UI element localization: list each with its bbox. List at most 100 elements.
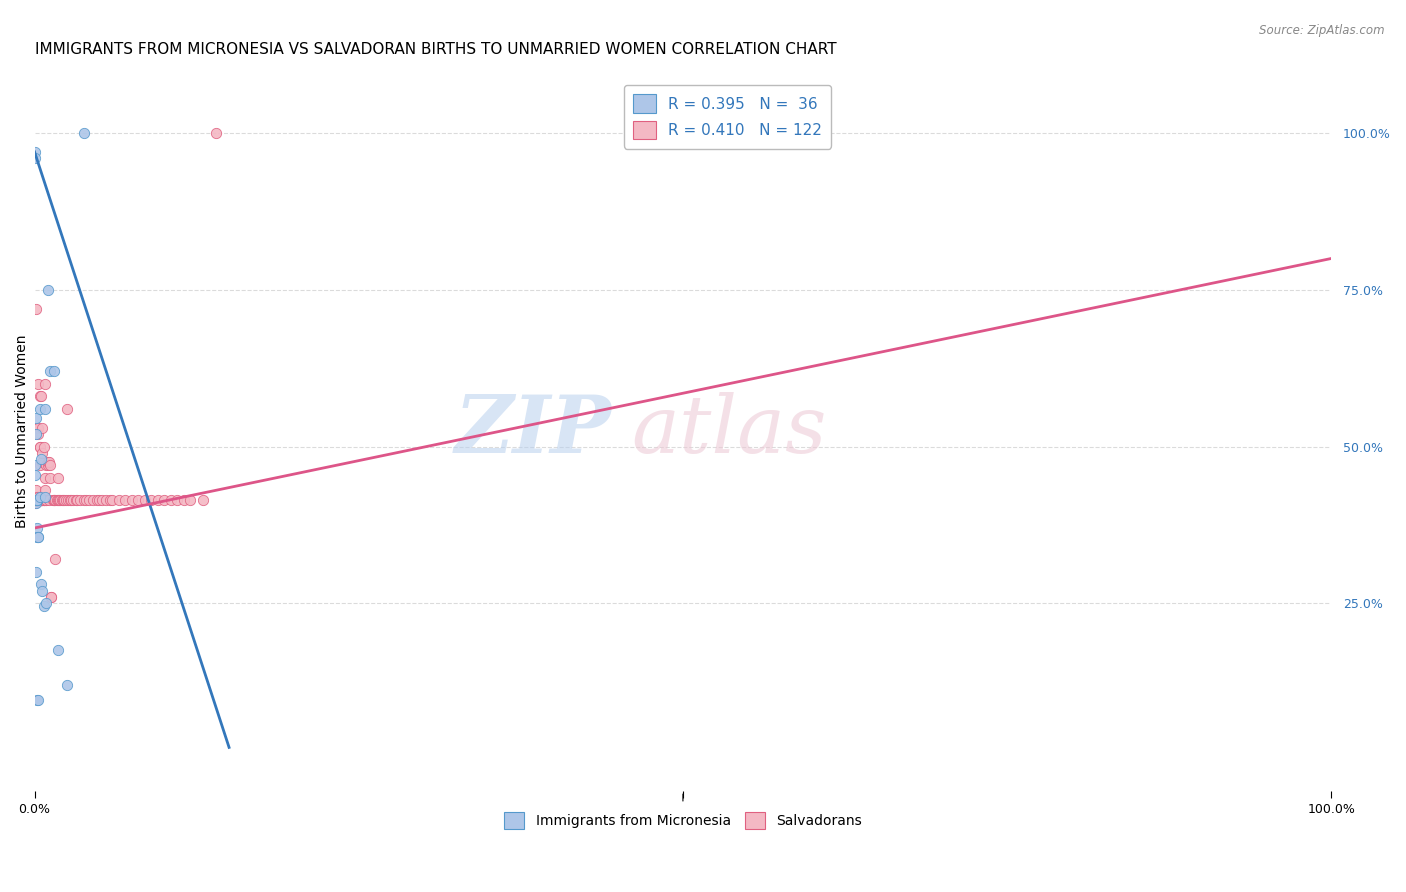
Point (141, 492, 163, 507)
Point (24, 411, 46, 425)
Point (62, 492, 84, 507)
Point (56, 401, 79, 416)
Point (25, 492, 48, 507)
Point (27, 427, 49, 442)
Point (58, 492, 80, 507)
Point (46, 643, 69, 657)
Point (25, 492, 48, 507)
Point (34, 483, 56, 498)
Point (28, 490, 51, 504)
Point (24, 492, 46, 507)
Point (30, 452, 52, 467)
Point (41, 590, 63, 604)
Point (31, 446, 53, 460)
Point (24, 492, 46, 507)
Point (159, 492, 181, 507)
Point (114, 492, 136, 507)
Legend: Immigrants from Micronesia, Salvadorans: Immigrants from Micronesia, Salvadorans (498, 806, 868, 835)
Point (121, 492, 143, 507)
Point (27, 693, 49, 707)
Point (27, 530, 49, 544)
Point (28, 389, 51, 403)
Point (45, 492, 67, 507)
Point (24, 565, 46, 579)
Point (44, 552, 66, 566)
Point (25, 492, 48, 507)
Point (42, 492, 65, 507)
Point (65, 492, 87, 507)
Point (24, 458, 46, 473)
Text: ZIP: ZIP (454, 392, 612, 469)
Point (35, 458, 58, 473)
Point (25, 492, 48, 507)
Point (39, 364, 62, 378)
Point (31, 420, 53, 434)
Point (25, 420, 48, 434)
Point (24, 492, 46, 507)
Point (69, 492, 91, 507)
Point (28, 440, 51, 454)
Point (77, 492, 100, 507)
Point (32, 492, 55, 507)
Point (24, 496, 46, 510)
Point (146, 492, 169, 507)
Point (28, 458, 51, 473)
Point (24, 483, 46, 498)
Point (27, 492, 49, 507)
Point (73, 492, 96, 507)
Point (86, 492, 108, 507)
Point (25, 492, 48, 507)
Point (24, 492, 46, 507)
Point (52, 492, 75, 507)
Point (24, 301, 46, 316)
Point (31, 492, 53, 507)
Point (24, 151, 46, 165)
Point (27, 492, 49, 507)
Point (108, 492, 131, 507)
Point (25, 492, 48, 507)
Point (98, 492, 121, 507)
Y-axis label: Births to Unmarried Women: Births to Unmarried Women (15, 334, 30, 527)
Point (30, 492, 52, 507)
Point (94, 492, 117, 507)
Point (24, 492, 46, 507)
Point (24, 492, 46, 507)
Point (24, 492, 46, 507)
Point (28, 492, 51, 507)
Point (191, 492, 214, 507)
Point (32, 599, 55, 614)
Point (28, 492, 51, 507)
Point (25, 693, 48, 707)
Point (166, 492, 188, 507)
Point (24, 492, 46, 507)
Point (34, 401, 56, 416)
Point (39, 458, 62, 473)
Point (24, 492, 46, 507)
Point (24, 427, 46, 442)
Point (31, 492, 53, 507)
Point (75, 492, 97, 507)
Point (25, 492, 48, 507)
Text: Source: ZipAtlas.com: Source: ZipAtlas.com (1260, 24, 1385, 37)
Point (30, 577, 52, 591)
Point (134, 492, 156, 507)
Point (55, 492, 77, 507)
Point (127, 492, 149, 507)
Point (27, 492, 49, 507)
Point (58, 492, 80, 507)
Point (35, 492, 58, 507)
Point (51, 492, 73, 507)
Point (30, 490, 52, 504)
Point (44, 492, 66, 507)
Point (25, 492, 48, 507)
Point (24, 492, 46, 507)
Point (27, 490, 49, 504)
Point (30, 389, 52, 403)
Point (25, 492, 48, 507)
Point (24, 492, 46, 507)
Point (27, 420, 49, 434)
Point (73, 126, 96, 140)
Point (179, 492, 201, 507)
Point (24, 467, 46, 482)
Point (25, 492, 48, 507)
